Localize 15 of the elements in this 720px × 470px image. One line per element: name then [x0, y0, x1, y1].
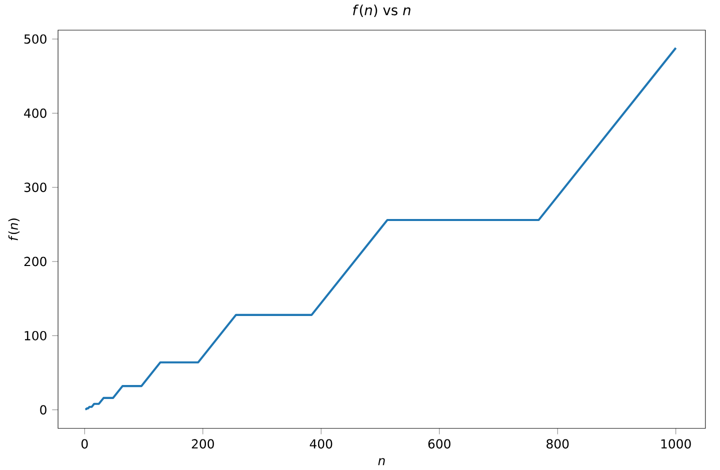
x-tick-label: 800 — [546, 439, 569, 449]
y-axis-title: f(n) — [8, 218, 20, 240]
x-tick-label: 200 — [192, 439, 214, 449]
y-tick-label: 500 — [24, 34, 46, 44]
y-tick-label: 200 — [24, 256, 46, 266]
y-tick-label: 100 — [24, 331, 46, 341]
x-tick-label: 400 — [310, 439, 332, 449]
x-tick-label: 600 — [428, 439, 450, 449]
y-tick-label: 300 — [24, 182, 46, 192]
x-tick-label: 1000 — [661, 439, 691, 449]
chart-title: f(n) vs n — [353, 4, 410, 18]
x-axis-title: n — [378, 458, 385, 466]
x-tick-label: 0 — [82, 439, 88, 449]
y-tick-label: 0 — [40, 405, 46, 415]
y-tick-label: 400 — [24, 108, 46, 118]
